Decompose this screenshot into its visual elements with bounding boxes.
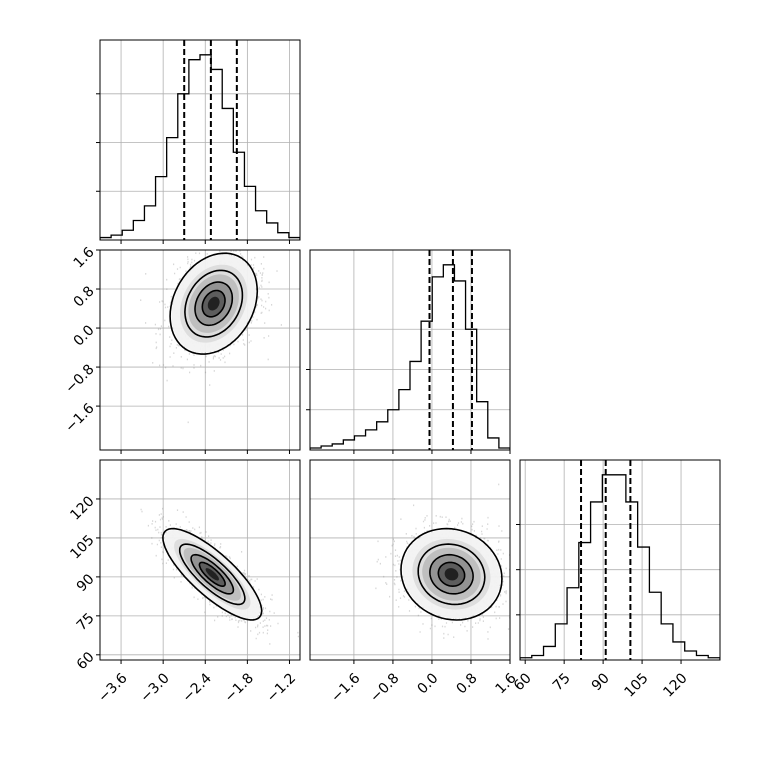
x-tick-label: 75	[550, 670, 574, 694]
y-tick-label: −0.8	[62, 361, 97, 396]
hist-0-frame	[99, 39, 301, 241]
x-tick-label: −0.8	[367, 670, 402, 705]
pair-2-content	[375, 483, 510, 640]
x-tick-label: −3.6	[95, 670, 130, 705]
x-tick-label: 90	[589, 670, 613, 694]
x-tick-label: −2.4	[180, 670, 215, 705]
pair-1-frame	[99, 459, 301, 661]
y-tick-label: 105	[67, 532, 97, 562]
x-tick-label: −3.0	[137, 670, 172, 705]
contour-line-1-2	[190, 553, 235, 595]
hist-0-panel	[96, 40, 300, 244]
contour-line-1-1	[178, 543, 246, 606]
x-tick-label: 105	[621, 670, 651, 700]
contour-line-2-0	[400, 527, 503, 621]
y-tick-label: 60	[74, 649, 98, 673]
y-tick-label: 90	[74, 571, 98, 595]
contour-line-0-2	[194, 281, 234, 327]
density-shade-2-5	[444, 568, 459, 581]
y-tick-label: 0.0	[71, 322, 98, 349]
contour-line-2-2	[429, 553, 474, 595]
pair-0-frame	[99, 249, 301, 451]
hist-1-frame	[309, 249, 511, 451]
x-tick-label: −1.2	[264, 670, 299, 705]
x-tick-label: 120	[660, 670, 690, 700]
contour-line-1-0	[162, 527, 263, 621]
x-tick-label: −1.6	[328, 670, 363, 705]
x-tick-label: 0.8	[454, 670, 481, 697]
contour-line-1-3	[198, 561, 226, 587]
histogram-2	[520, 474, 720, 660]
x-tick-label: −1.8	[222, 670, 257, 705]
y-tick-label: 0.8	[71, 283, 98, 310]
y-tick-label: −1.6	[62, 400, 97, 435]
pair-0-content	[140, 250, 282, 424]
contour-line-0-3	[201, 289, 226, 318]
density-shade-1-5	[205, 568, 219, 581]
hist-2-frame	[519, 459, 721, 661]
density-shade-0-5	[207, 296, 220, 311]
histogram-1	[310, 264, 510, 450]
y-tick-label: 120	[67, 493, 97, 523]
y-tick-label: 75	[74, 610, 98, 634]
y-tick-label: 1.6	[71, 244, 98, 271]
contour-line-2-3	[437, 561, 466, 588]
pair-1-content	[140, 507, 299, 645]
pair-2-frame	[309, 459, 511, 661]
x-tick-label: 60	[511, 670, 535, 694]
hist-1-panel	[306, 250, 511, 454]
contour-line-0-1	[184, 269, 244, 338]
contour-line-0-0	[169, 252, 259, 355]
hist-2-panel	[516, 460, 720, 664]
histogram-0	[100, 54, 300, 240]
x-tick-label: 0.0	[415, 670, 442, 697]
contour-line-2-1	[417, 543, 486, 606]
